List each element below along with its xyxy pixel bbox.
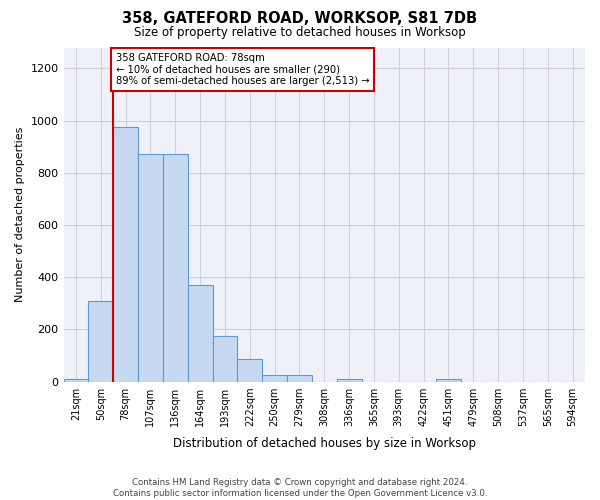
Bar [262,375,287,382]
Y-axis label: Number of detached properties: Number of detached properties [15,127,25,302]
Bar [337,379,362,382]
X-axis label: Distribution of detached houses by size in Worksop: Distribution of detached houses by size … [173,437,476,450]
Bar [138,154,163,382]
Text: 358, GATEFORD ROAD, WORKSOP, S81 7DB: 358, GATEFORD ROAD, WORKSOP, S81 7DB [122,11,478,26]
Text: Size of property relative to detached houses in Worksop: Size of property relative to detached ho… [134,26,466,39]
Bar [64,379,88,382]
Bar [188,285,212,382]
Text: 358 GATEFORD ROAD: 78sqm
← 10% of detached houses are smaller (290)
89% of semi-: 358 GATEFORD ROAD: 78sqm ← 10% of detach… [116,52,370,86]
Bar [212,336,238,382]
Text: Contains HM Land Registry data © Crown copyright and database right 2024.
Contai: Contains HM Land Registry data © Crown c… [113,478,487,498]
Bar [88,300,113,382]
Bar [238,360,262,382]
Bar [287,375,312,382]
Bar [436,379,461,382]
Bar [113,127,138,382]
Bar [163,154,188,382]
